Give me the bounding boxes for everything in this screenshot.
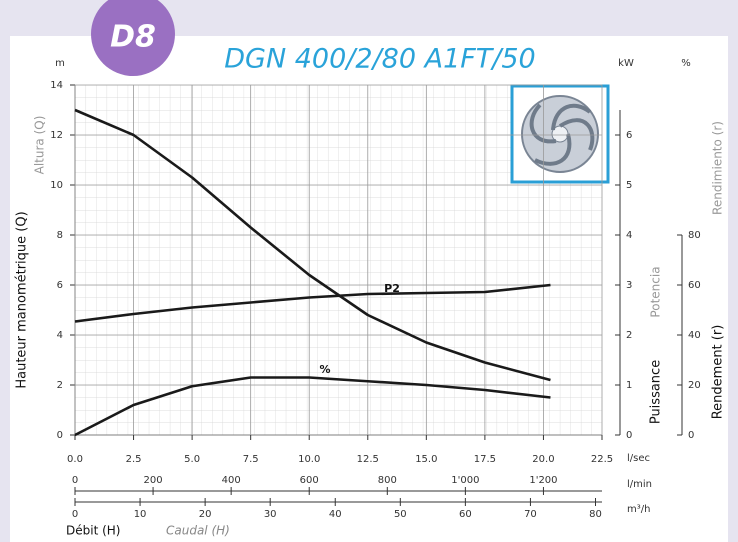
x-tick-label: 0.0 <box>67 454 83 465</box>
x3-unit: m³/h <box>627 504 650 515</box>
x3-tick-label: 30 <box>264 509 277 520</box>
y-axis-title-alt: Altura (Q) <box>33 116 47 175</box>
y2-tick-label: 3 <box>626 280 632 291</box>
y3-tick-label: 20 <box>688 380 701 391</box>
x-tick-label: 12.5 <box>357 454 379 465</box>
x-unit: l/sec <box>627 453 650 464</box>
curve <box>74 283 551 323</box>
y-tick-label: 12 <box>50 130 63 141</box>
y2-axis-title: Puissance <box>649 360 664 424</box>
badge-text: D8 <box>110 20 156 55</box>
x2-tick-label: 1'200 <box>529 475 557 486</box>
y2-axis-title-alt: Potencia <box>649 266 663 317</box>
x2-tick-label: 1'000 <box>451 475 479 486</box>
x3-tick-label: 80 <box>589 509 602 520</box>
curve <box>74 376 551 437</box>
x-axis-title: Débit (H) <box>66 524 120 538</box>
y2-tick-label: 5 <box>626 180 632 191</box>
x3-tick-label: 40 <box>329 509 342 520</box>
x-tick-label: 5.0 <box>184 454 200 465</box>
y3-tick-label: 60 <box>688 280 701 291</box>
y3-tick-label: 0 <box>688 430 694 441</box>
x-tick-label: 22.5 <box>591 454 613 465</box>
y2-tick-label: 6 <box>626 130 632 141</box>
curve <box>74 108 551 382</box>
y-tick-label: 4 <box>57 330 63 341</box>
y-tick-label: 2 <box>57 380 63 391</box>
y2-tick-label: 2 <box>626 330 632 341</box>
y2-tick-label: 1 <box>626 380 632 391</box>
chart-title: DGN 400/2/80 A1FT/50 <box>224 44 535 75</box>
impeller-image <box>510 84 610 184</box>
x-axis-title-alt: Caudal (H) <box>166 524 230 538</box>
x3-tick-label: 70 <box>524 509 537 520</box>
y3-tick-label: 40 <box>688 330 701 341</box>
x-tick-label: 17.5 <box>474 454 496 465</box>
y2-tick-label: 4 <box>626 230 632 241</box>
x2-unit: l/min <box>627 479 652 490</box>
x2-tick-label: 400 <box>222 475 241 486</box>
x2-tick-label: 0 <box>72 475 78 486</box>
x2-tick-label: 800 <box>378 475 397 486</box>
curve-label: % <box>319 363 330 376</box>
x-tick-label: 2.5 <box>126 454 142 465</box>
y3-tick-label: 80 <box>688 230 701 241</box>
x-tick-label: 7.5 <box>243 454 259 465</box>
x2-tick-label: 200 <box>144 475 163 486</box>
x3-tick-label: 0 <box>72 509 78 520</box>
y2-tick-label: 0 <box>626 430 632 441</box>
x-tick-label: 20.0 <box>532 454 554 465</box>
x3-tick-label: 60 <box>459 509 472 520</box>
x-tick-label: 15.0 <box>415 454 437 465</box>
x3-tick-label: 20 <box>199 509 212 520</box>
y-tick-label: 14 <box>50 80 63 91</box>
y-tick-label: 8 <box>57 230 63 241</box>
y-axis-title: Hauteur manométrique (Q) <box>15 211 30 388</box>
y-tick-label: 6 <box>57 280 63 291</box>
y-tick-label: 0 <box>57 430 63 441</box>
y2-unit: kW <box>618 58 634 69</box>
y3-unit: % <box>681 58 691 69</box>
curve-label: P2 <box>384 282 400 295</box>
x3-tick-label: 10 <box>134 509 147 520</box>
y-tick-label: 10 <box>50 180 63 191</box>
x3-tick-label: 50 <box>394 509 407 520</box>
y3-axis-title-alt: Rendimiento (r) <box>711 121 725 215</box>
x2-tick-label: 600 <box>300 475 319 486</box>
badge <box>91 0 175 76</box>
y-unit: m <box>55 58 65 69</box>
x-tick-label: 10.0 <box>298 454 320 465</box>
y3-axis-title: Rendement (r) <box>711 325 726 420</box>
